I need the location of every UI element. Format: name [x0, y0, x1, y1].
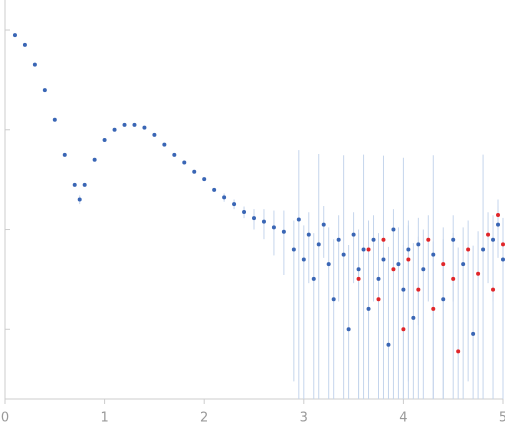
data-point: [112, 127, 117, 132]
data-point: [406, 257, 411, 262]
data-point: [356, 276, 361, 281]
data-point: [496, 212, 501, 217]
data-point: [296, 217, 301, 222]
data-point: [366, 247, 371, 252]
data-point: [222, 195, 227, 200]
data-point: [316, 242, 321, 247]
data-point: [182, 160, 187, 165]
data-point: [32, 62, 37, 67]
data-point: [416, 287, 421, 292]
data-point: [301, 257, 306, 262]
data-point: [326, 262, 331, 267]
data-point: [471, 331, 476, 336]
data-point: [501, 257, 505, 262]
data-point: [162, 142, 167, 147]
data-point: [391, 227, 396, 232]
data-point: [92, 157, 97, 162]
data-point: [212, 187, 217, 192]
data-point: [132, 122, 137, 127]
data-point: [476, 271, 481, 276]
data-point: [466, 247, 471, 252]
data-point: [152, 132, 157, 137]
data-point: [401, 287, 406, 292]
data-point: [431, 306, 436, 311]
data-point: [426, 237, 431, 242]
data-point: [271, 225, 276, 230]
data-point: [12, 33, 17, 38]
data-point: [142, 125, 147, 130]
data-point: [341, 252, 346, 257]
data-point: [291, 247, 296, 252]
data-point: [376, 297, 381, 302]
data-point: [401, 327, 406, 332]
data-point: [321, 222, 326, 227]
data-point: [281, 229, 286, 234]
data-point: [62, 152, 67, 157]
data-point: [461, 262, 466, 267]
data-point: [381, 237, 386, 242]
data-point: [441, 297, 446, 302]
x-tick-label: 5: [499, 411, 505, 426]
data-point: [351, 232, 356, 237]
data-point: [366, 306, 371, 311]
data-point: [361, 247, 366, 252]
data-point: [421, 267, 426, 272]
data-point: [172, 152, 177, 157]
data-point: [376, 276, 381, 281]
data-point: [232, 202, 237, 207]
data-point: [336, 237, 341, 242]
data-point: [242, 209, 247, 214]
data-point: [261, 219, 266, 224]
data-point: [456, 349, 461, 354]
data-point: [72, 182, 77, 187]
data-point: [491, 237, 496, 242]
data-point: [406, 247, 411, 252]
data-point: [496, 222, 501, 227]
data-point: [42, 88, 47, 93]
data-point: [441, 262, 446, 267]
x-tick-label: 3: [300, 411, 308, 426]
data-point: [192, 169, 197, 174]
data-point: [102, 137, 107, 142]
data-point: [486, 232, 491, 237]
data-point: [386, 342, 391, 347]
data-point: [22, 42, 27, 47]
data-point: [491, 287, 496, 292]
data-point: [202, 177, 207, 182]
data-point: [416, 242, 421, 247]
data-point: [356, 267, 361, 272]
x-tick-label: 1: [100, 411, 108, 426]
data-point: [431, 252, 436, 257]
data-point: [77, 197, 82, 202]
x-tick-label: 4: [399, 411, 407, 426]
data-point: [451, 276, 456, 281]
data-point: [346, 327, 351, 332]
data-point: [411, 315, 416, 320]
data-point: [252, 216, 256, 221]
x-tick-label: 0: [1, 411, 9, 426]
data-point: [381, 257, 386, 262]
data-point: [371, 237, 376, 242]
data-point: [451, 237, 456, 242]
data-point: [122, 122, 127, 127]
data-point: [501, 242, 505, 247]
data-point: [391, 267, 396, 272]
data-point: [52, 117, 57, 122]
data-point: [481, 247, 486, 252]
data-point: [396, 262, 401, 267]
data-point: [306, 232, 311, 237]
data-point: [311, 276, 316, 281]
data-point: [82, 182, 87, 187]
x-tick-label: 2: [200, 411, 208, 426]
data-point: [331, 297, 336, 302]
